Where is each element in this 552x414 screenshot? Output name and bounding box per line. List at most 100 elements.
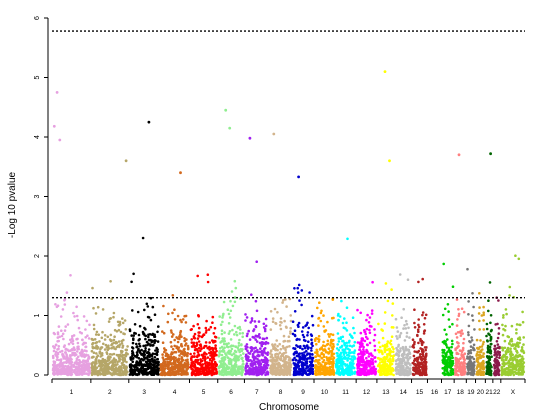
snp-point	[446, 372, 449, 375]
snp-point	[206, 346, 209, 350]
snp-point	[209, 357, 212, 361]
snp-point	[220, 329, 224, 333]
snp-point	[82, 353, 86, 356]
snp-point	[159, 363, 163, 366]
snp-point	[220, 340, 223, 343]
snp-point	[363, 339, 367, 343]
snp-point	[371, 358, 375, 362]
snp-point	[111, 362, 115, 365]
snp-point	[427, 346, 431, 350]
snp-point	[197, 314, 200, 318]
snp-point	[176, 314, 180, 318]
snp-point	[342, 350, 345, 354]
snp-point	[220, 332, 224, 336]
snp-point	[337, 357, 341, 360]
snp-point	[311, 369, 314, 373]
snp-point	[279, 327, 283, 331]
snp-point	[175, 336, 178, 339]
snp-point	[212, 341, 215, 344]
snp-point	[477, 347, 481, 350]
snp-point	[177, 359, 181, 362]
snp-point	[111, 359, 114, 362]
snp-point	[288, 358, 291, 361]
snp-point	[336, 332, 340, 335]
snp-point	[340, 369, 344, 373]
snp-point	[328, 335, 331, 338]
snp-point	[397, 370, 401, 374]
snp-point	[352, 351, 356, 355]
snp-point	[226, 308, 230, 312]
snp-point	[449, 369, 453, 372]
snp-point	[246, 364, 250, 368]
snp-point	[274, 348, 277, 352]
snp-point	[266, 363, 270, 367]
snp-point	[261, 354, 265, 357]
snp-point	[293, 310, 297, 313]
snp-point	[296, 345, 300, 348]
snp-point	[395, 372, 399, 375]
snp-point	[315, 351, 318, 354]
snp-point	[94, 367, 97, 370]
snp-point	[385, 356, 389, 359]
snp-point	[175, 358, 178, 362]
snp-point	[356, 373, 360, 376]
snp-point	[353, 331, 356, 335]
snp-point	[228, 316, 232, 319]
snp-point	[91, 346, 95, 350]
snp-point	[218, 353, 221, 357]
snp-point	[443, 359, 446, 362]
snp-point	[173, 338, 176, 342]
snp-point	[368, 341, 372, 345]
snp-point	[287, 335, 291, 339]
snp-point	[153, 360, 157, 363]
snp-point	[95, 370, 99, 373]
snp-point	[522, 343, 525, 346]
snp-point	[151, 371, 155, 375]
snp-point	[156, 357, 159, 361]
snp-point	[177, 346, 181, 349]
snp-point	[214, 368, 218, 372]
snp-point	[237, 358, 240, 362]
snp-point	[305, 349, 308, 353]
snp-point	[365, 351, 369, 354]
snp-point	[467, 324, 471, 328]
snp-point	[161, 370, 165, 374]
snp-point	[192, 324, 195, 328]
snp-point	[361, 359, 365, 363]
snp-point	[346, 347, 350, 351]
snp-point	[279, 370, 283, 374]
snp-point	[482, 305, 485, 309]
snp-point	[399, 362, 402, 365]
snp-point	[389, 367, 393, 371]
snp-point	[107, 344, 110, 348]
snp-point	[212, 364, 215, 368]
snp-point	[87, 337, 91, 340]
snp-point	[250, 293, 253, 297]
snp-point	[130, 364, 134, 367]
snp-point	[264, 367, 268, 370]
snp-point	[146, 305, 150, 308]
snp-point	[496, 336, 500, 340]
snp-point	[193, 369, 197, 373]
snp-point	[343, 342, 346, 346]
snp-point	[481, 373, 485, 376]
snp-point	[254, 338, 257, 341]
snp-point	[57, 358, 61, 362]
snp-point	[403, 353, 406, 356]
snp-point	[53, 361, 56, 365]
snp-point	[282, 369, 286, 373]
snp-point	[131, 360, 134, 364]
snp-point	[497, 332, 501, 335]
snp-point	[80, 351, 84, 355]
snp-point	[186, 353, 189, 357]
snp-point	[79, 367, 83, 371]
snp-point	[175, 345, 179, 348]
snp-point	[183, 337, 186, 340]
snp-point	[191, 355, 194, 358]
snp-point	[133, 368, 136, 372]
snp-point	[297, 283, 301, 287]
snp-point	[121, 321, 125, 325]
snp-point	[54, 343, 58, 347]
snp-point	[119, 349, 123, 353]
snp-point	[344, 327, 347, 330]
